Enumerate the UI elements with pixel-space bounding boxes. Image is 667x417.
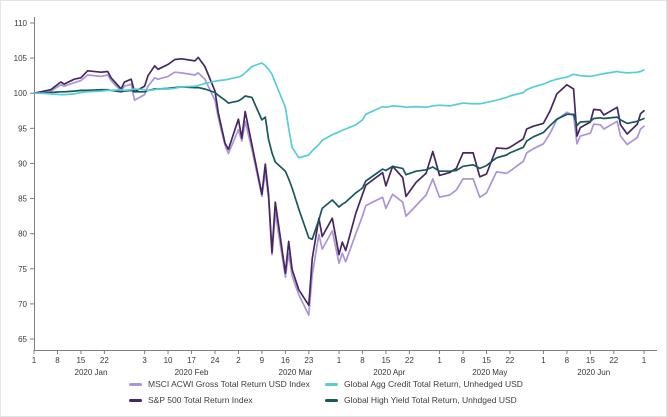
y-tick-label: 90	[18, 159, 27, 168]
x-tick-label: 22	[100, 356, 109, 365]
legend-item-msci-acwi: MSCI ACWI Gross Total Return USD Index	[129, 378, 325, 391]
legend-row-2: S&P 500 Total Return Index Global High Y…	[129, 394, 523, 407]
y-tick-label: 105	[14, 54, 28, 63]
global-agg-credit-line-swatch	[325, 383, 338, 386]
y-tick-label: 95	[18, 124, 27, 133]
legend-row-1: MSCI ACWI Gross Total Return USD Index G…	[129, 378, 523, 391]
y-tick-label: 110	[14, 19, 27, 28]
x-tick-label: 15	[381, 356, 390, 365]
y-tick-label: 70	[18, 300, 27, 309]
legend-item-global-agg-credit: Global Agg Credit Total Return, Unhedged…	[325, 378, 523, 391]
y-tick-label: 100	[14, 89, 28, 98]
x-tick-label: 9	[260, 356, 265, 365]
legend-label-global-high-yield: Global High Yield Total Return, Unhdged …	[344, 395, 517, 405]
x-tick-label: 1	[437, 356, 442, 365]
x-tick-label: 24	[211, 356, 220, 365]
msci-acwi-line-swatch	[129, 383, 142, 386]
x-tick-label: 1	[541, 356, 546, 365]
legend-item-sp500: S&P 500 Total Return Index	[129, 394, 325, 407]
x-tick-label: 15	[482, 356, 491, 365]
x-tick-label: 15	[586, 356, 595, 365]
y-tick-label: 75	[18, 265, 27, 274]
y-tick-label: 80	[18, 230, 27, 239]
x-tick-label: 8	[565, 356, 570, 365]
x-month-label: 2020 May	[472, 368, 507, 377]
x-tick-label: 8	[55, 356, 60, 365]
x-tick-label: 23	[304, 356, 313, 365]
x-tick-label: 8	[461, 356, 466, 365]
series-line-3	[33, 86, 645, 241]
x-tick-label: 22	[505, 356, 514, 365]
x-tick-label: 8	[360, 356, 365, 365]
series-line-2	[33, 62, 645, 159]
global-high-yield-line-swatch	[325, 399, 338, 402]
chart-legend: MSCI ACWI Gross Total Return USD Index G…	[129, 378, 523, 407]
x-month-label: 2020 Jun	[577, 368, 610, 377]
legend-label-sp500: S&P 500 Total Return Index	[148, 395, 253, 405]
y-tick-label: 85	[18, 195, 27, 204]
x-tick-label: 22	[405, 356, 414, 365]
legend-label-msci-acwi: MSCI ACWI Gross Total Return USD Index	[148, 379, 310, 389]
x-tick-label: 3	[142, 356, 147, 365]
legend-item-global-high-yield: Global High Yield Total Return, Unhdged …	[325, 394, 517, 407]
x-month-label: 2020 Feb	[175, 368, 209, 377]
y-tick-label: 65	[18, 335, 27, 344]
x-tick-label: 2	[236, 356, 241, 365]
x-month-label: 2020 Mar	[279, 368, 313, 377]
x-tick-label: 1	[32, 356, 37, 365]
x-tick-label: 17	[187, 356, 196, 365]
x-tick-label: 1	[642, 356, 647, 365]
series-line-0	[33, 71, 645, 316]
x-tick-label: 22	[609, 356, 618, 365]
x-month-label: 2020 Apr	[373, 368, 405, 377]
series-line-1	[33, 56, 645, 307]
x-tick-label: 1	[337, 356, 342, 365]
sp500-line-swatch	[129, 399, 142, 402]
x-tick-label: 10	[164, 356, 173, 365]
x-month-label: 2020 Jan	[75, 368, 108, 377]
x-tick-label: 16	[281, 356, 290, 365]
x-tick-label: 15	[76, 356, 85, 365]
legend-label-global-agg-credit: Global Agg Credit Total Return, Unhedged…	[344, 379, 523, 389]
